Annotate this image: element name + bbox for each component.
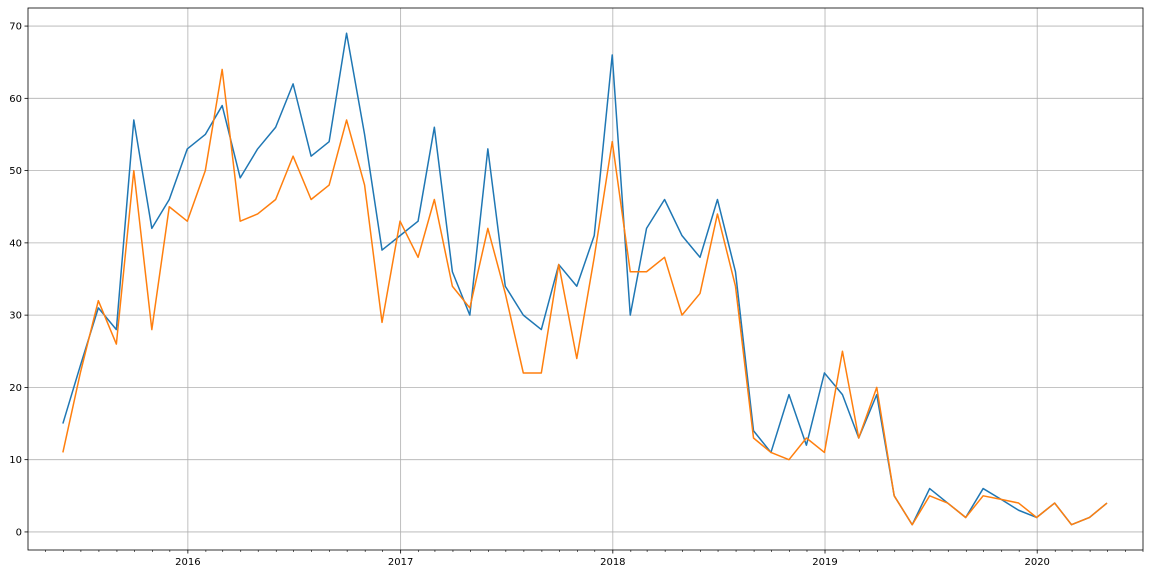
axes-frame bbox=[27, 7, 1144, 551]
x-tick-label: 2020 bbox=[1024, 557, 1049, 568]
x-tick-label: 2018 bbox=[600, 557, 625, 568]
series-group bbox=[62, 32, 1108, 526]
x-tick-label: 2017 bbox=[388, 557, 413, 568]
y-tick-label: 60 bbox=[9, 94, 22, 105]
y-axis: 0 10 20 30 40 50 60 70 bbox=[9, 22, 28, 538]
y-tick-label: 10 bbox=[9, 455, 22, 466]
y-tick-label: 30 bbox=[9, 311, 22, 322]
y-tick-label: 40 bbox=[9, 238, 22, 249]
x-axis: 2016 2017 2018 2019 2020 bbox=[45, 550, 1144, 568]
series-line-2 bbox=[62, 68, 1108, 526]
y-tick-label: 50 bbox=[9, 166, 22, 177]
x-tick-label: 2016 bbox=[175, 557, 200, 568]
series-line-1 bbox=[62, 32, 1108, 526]
y-tick-label: 0 bbox=[16, 527, 22, 538]
x-tick-label: 2019 bbox=[812, 557, 837, 568]
y-tick-label: 70 bbox=[9, 22, 22, 33]
y-tick-label: 20 bbox=[9, 383, 22, 394]
grid bbox=[28, 8, 1143, 550]
